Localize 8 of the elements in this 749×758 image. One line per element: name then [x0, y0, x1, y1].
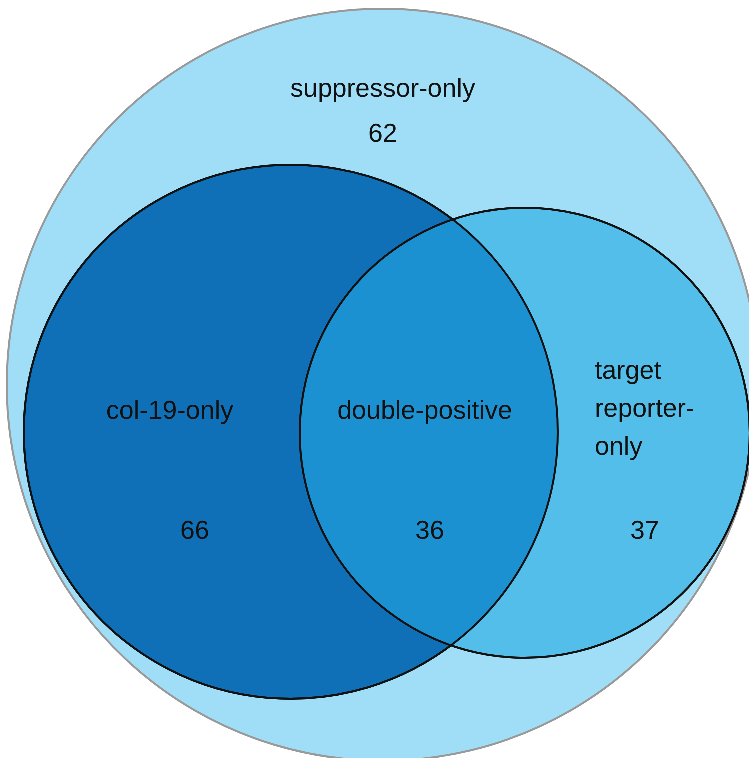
data-label: 37: [630, 515, 660, 545]
data-label: 36: [416, 515, 444, 545]
category-label: suppressor-only: [290, 73, 476, 103]
data-label: 62: [368, 118, 398, 148]
category-label: target reporter- only: [595, 355, 695, 461]
category-label: col-19-only: [106, 395, 234, 425]
data-label: 66: [180, 515, 210, 545]
category-label: double-positive: [338, 395, 512, 425]
